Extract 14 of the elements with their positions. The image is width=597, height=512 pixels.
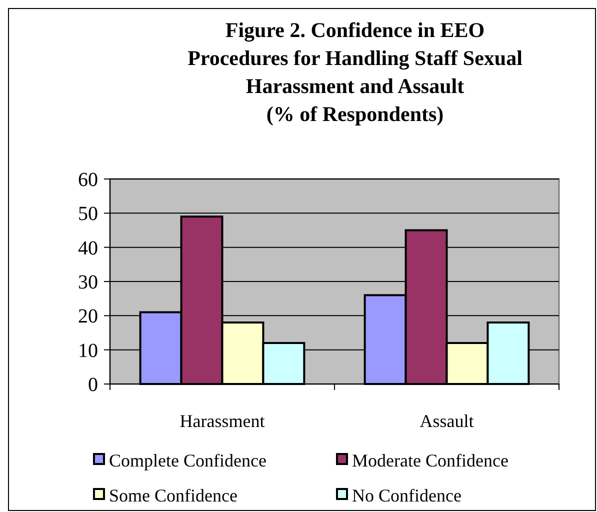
y-tick-label: 40 xyxy=(78,237,98,260)
y-tick-label: 20 xyxy=(78,306,98,328)
chart-title: Figure 2. Confidence in EEO Procedures for Handling Staff Sexual Harassment and Assault (% of Respondents) xyxy=(188,18,523,126)
x-tick-label: Harassment xyxy=(180,411,265,431)
y-tick-label: 0 xyxy=(88,374,98,396)
y-tick-label: 50 xyxy=(78,203,98,226)
legend-label: Moderate Confidence xyxy=(352,450,508,470)
legend-label: No Confidence xyxy=(352,485,462,506)
y-tick-label: 60 xyxy=(78,169,98,191)
y-tick-label: 10 xyxy=(78,340,98,362)
legend-label: Complete Confidence xyxy=(109,450,266,470)
y-tick-label: 30 xyxy=(78,272,98,294)
x-tick-label: Assault xyxy=(420,411,474,431)
legend-label: Some Confidence xyxy=(109,485,238,506)
